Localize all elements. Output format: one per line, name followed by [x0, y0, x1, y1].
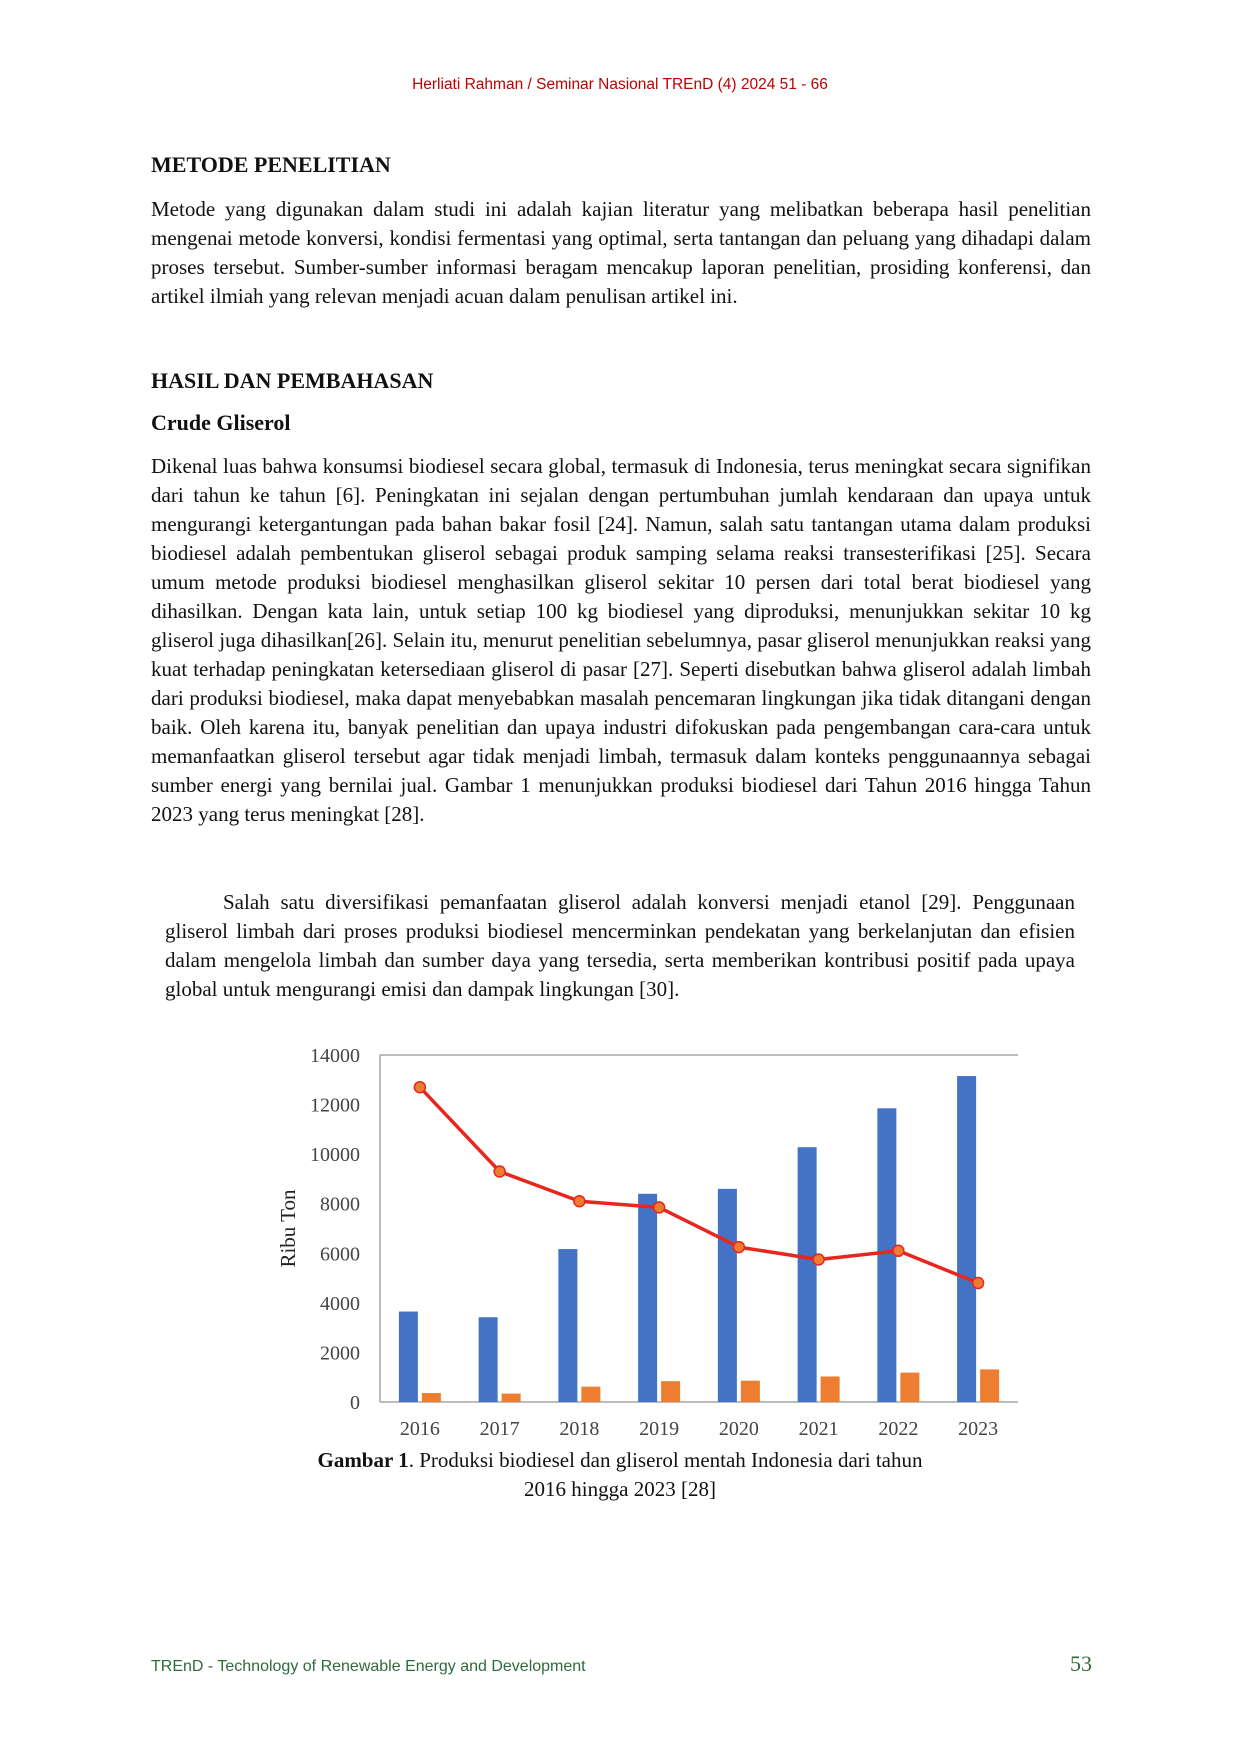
y-tick-label: 0: [350, 1392, 360, 1414]
bar-series-1: [398, 1311, 418, 1402]
section-title-hasil: HASIL DAN PEMBAHASAN: [151, 368, 434, 393]
page-number: 53: [1070, 1651, 1092, 1676]
bar-series-1: [957, 1076, 977, 1402]
y-tick-label: 14000: [310, 1045, 360, 1067]
x-tick-label: 2023: [958, 1418, 998, 1440]
x-tick-label: 2022: [878, 1418, 918, 1440]
line-point: [652, 1201, 666, 1214]
crude-paragraph-1: Dikenal luas bahwa konsumsi biodiesel se…: [151, 454, 1091, 826]
line-point: [971, 1276, 985, 1290]
x-tick-label: 2019: [639, 1418, 679, 1440]
figure-caption-text: . Produksi biodiesel dan gliserol mentah…: [408, 1448, 923, 1501]
bar-series-1: [877, 1108, 897, 1402]
line-point: [493, 1165, 506, 1178]
subsection-title-crude-gliserol: Crude Gliserol: [151, 410, 291, 435]
y-axis-label: Ribu Ton: [276, 1189, 300, 1268]
y-tick-label: 4000: [320, 1293, 360, 1315]
x-tick-label: 2018: [559, 1418, 599, 1440]
bar-series-2: [740, 1380, 760, 1402]
line-point: [732, 1240, 746, 1254]
figure-caption: Gambar 1. Produksi biodiesel dan glisero…: [300, 1446, 940, 1504]
line-point: [573, 1194, 586, 1208]
bar-series-2: [900, 1372, 920, 1402]
x-tick-label: 2020: [719, 1418, 759, 1440]
x-tick-label: 2017: [480, 1418, 520, 1440]
x-tick-label: 2016: [400, 1418, 440, 1440]
y-tick-label: 12000: [310, 1095, 360, 1117]
biodiesel-glycerol-chart: 0 2000 4000 6000 8000 10000 12000 14000 2016 2017…: [276, 1045, 1018, 1440]
line-series: [418, 1086, 979, 1285]
bar-series-1: [558, 1249, 578, 1402]
x-tick-label: 2021: [799, 1418, 839, 1440]
bar-series-1: [478, 1317, 498, 1402]
bar-series-2: [820, 1376, 840, 1402]
line-point: [892, 1244, 905, 1258]
y-tick-label: 8000: [320, 1194, 360, 1216]
bar-series-2: [980, 1369, 1000, 1402]
y-tick-label: 6000: [320, 1243, 360, 1265]
y-tick-label: 10000: [310, 1144, 360, 1166]
bar-series-1: [717, 1188, 737, 1402]
bar-series-1: [638, 1193, 658, 1402]
y-tick-label: 2000: [320, 1342, 360, 1364]
bar-series-2: [501, 1393, 521, 1402]
bar-series-1: [797, 1147, 817, 1402]
footer-journal: TREnD - Technology of Renewable Energy a…: [151, 1658, 586, 1675]
running-header: Herliati Rahman / Seminar Nasional TREnD…: [412, 76, 828, 93]
bar-series-2: [421, 1393, 441, 1402]
section-title-metode: METODE PENELITIAN: [151, 152, 391, 177]
bar-series-2: [661, 1381, 681, 1402]
crude-paragraph-2: Salah satu diversifikasi pemanfaatan gli…: [165, 890, 1075, 1001]
metode-paragraph: Metode yang digunakan dalam studi ini ad…: [151, 197, 1091, 308]
figure-caption-label: Gambar 1: [317, 1448, 409, 1472]
line-point: [812, 1253, 825, 1266]
bar-series-2: [581, 1386, 601, 1402]
line-point: [413, 1080, 427, 1094]
